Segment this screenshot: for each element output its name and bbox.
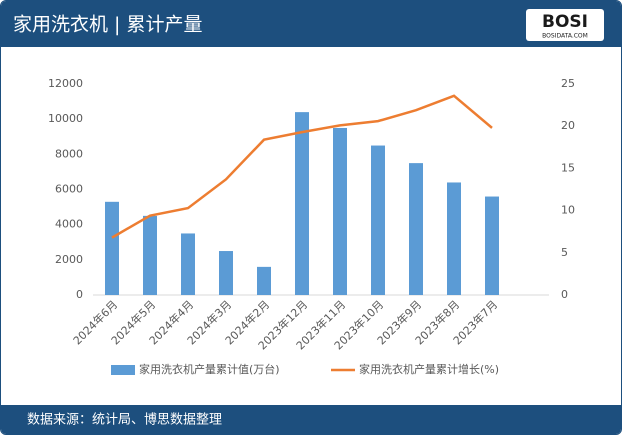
bar — [447, 182, 461, 295]
legend-swatch — [111, 365, 135, 375]
y-tick-label: 6000 — [55, 183, 83, 196]
header-title: 家用洗衣机 | 累计产量 — [13, 14, 202, 36]
header-band — [1, 1, 621, 47]
y-tick-label: 12000 — [48, 77, 83, 90]
y-tick-label: 8000 — [55, 147, 83, 160]
bar — [409, 163, 423, 295]
footer-text: 数据来源：统计局、博思数据整理 — [27, 413, 222, 428]
y2-tick-label: 15 — [561, 161, 575, 174]
y2-tick-label: 10 — [561, 204, 575, 217]
bar — [371, 145, 385, 295]
bar — [219, 251, 233, 295]
logo-subtext: BOSIDATA.COM — [542, 33, 588, 40]
y-tick-label: 4000 — [55, 218, 83, 231]
y2-tick-label: 5 — [561, 246, 568, 259]
logo-text: BOSI — [542, 12, 588, 32]
legend-label: 家用洗衣机产量累计增长(%) — [359, 362, 499, 376]
bar — [485, 196, 499, 295]
footer-band — [1, 405, 621, 434]
bar — [181, 233, 195, 295]
y-tick-label: 2000 — [55, 253, 83, 266]
y2-tick-label: 25 — [561, 77, 575, 90]
y-tick-label: 10000 — [48, 112, 83, 125]
logo-box — [526, 9, 604, 41]
bar — [143, 215, 157, 295]
bar — [105, 201, 119, 295]
line — [111, 94, 493, 239]
y-tick-label: 0 — [76, 288, 83, 301]
legend-label: 家用洗衣机产量累计值(万台) — [139, 362, 280, 376]
y2-tick-label: 0 — [561, 288, 568, 301]
y2-tick-label: 20 — [561, 119, 575, 132]
bar — [257, 266, 271, 295]
bar — [333, 127, 347, 295]
bar — [295, 112, 309, 295]
